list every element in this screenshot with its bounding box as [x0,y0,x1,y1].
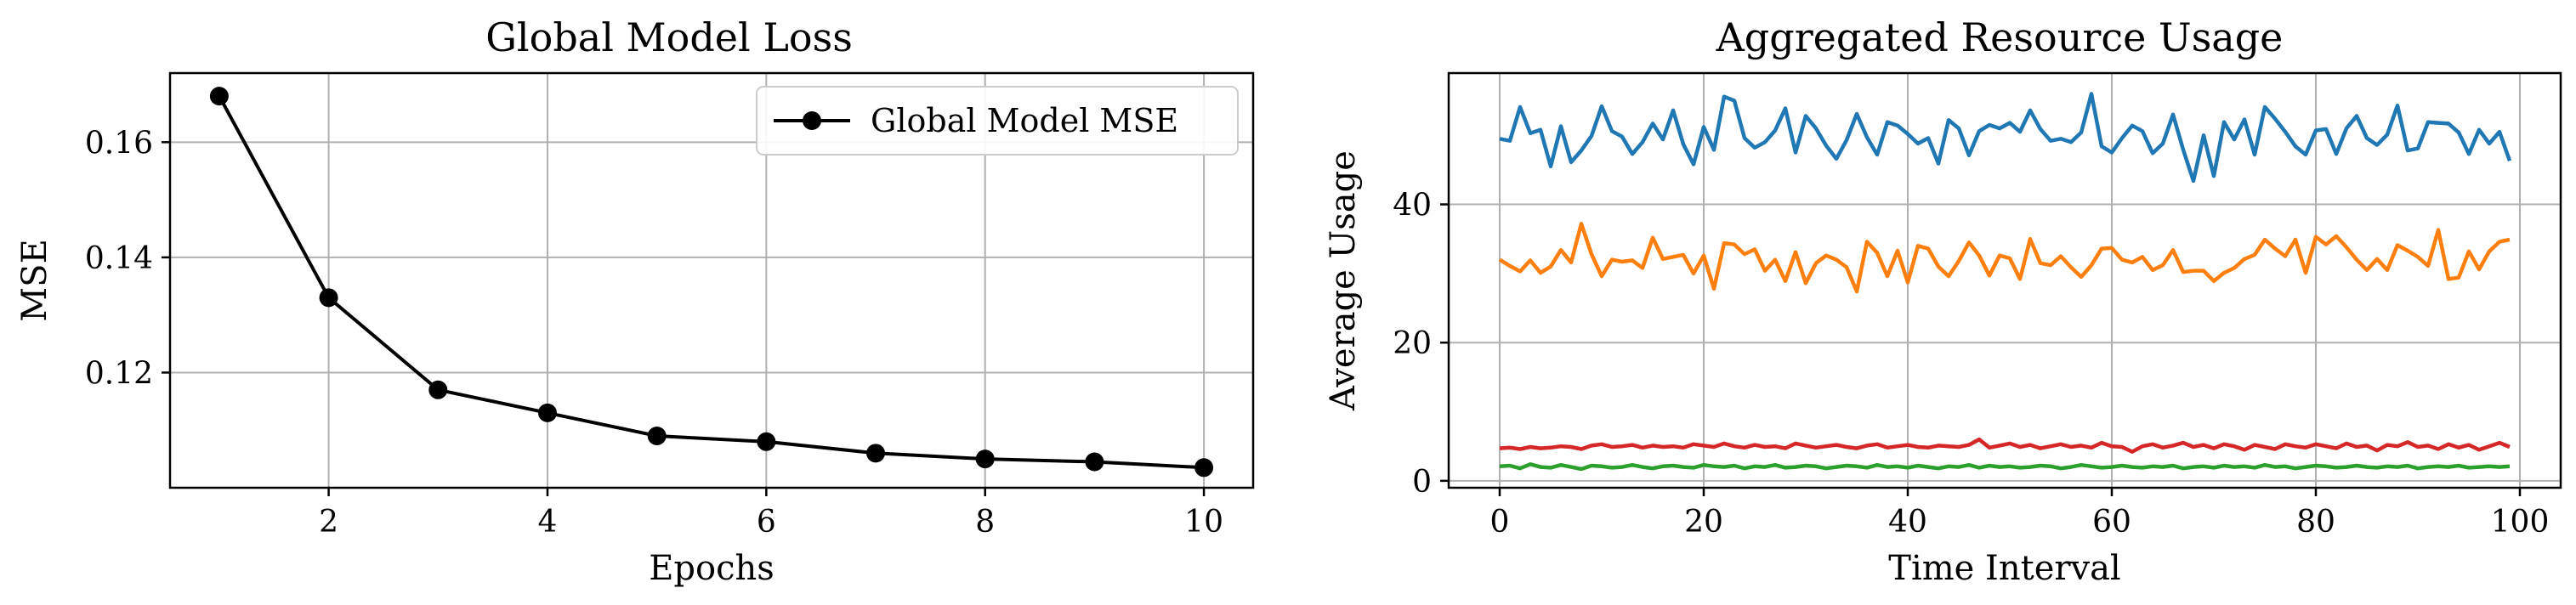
loss-data-point [428,380,448,399]
loss-legend-marker-swatch [803,111,821,130]
loss-data-point [209,87,229,106]
loss-data-point [757,432,776,451]
loss-y-tick-label: 0.12 [85,356,153,391]
loss-y-tick-label: 0.16 [85,126,153,161]
resource-series-line-2 [1498,222,2511,294]
resource-series-line-1 [1499,92,2512,184]
loss-x-tick-label: 10 [1184,505,1223,540]
loss-x-tick-label: 6 [757,505,776,540]
loss-data-point [537,403,557,422]
loss-y-axis-label: MSE [15,239,54,322]
loss-x-axis-label: Epochs [649,549,775,588]
loss-data-point [866,444,886,463]
resource-y-tick-label: 40 [1393,189,1432,223]
resource-plot-frame [1447,71,2562,489]
resource-x-tick-label: 40 [1888,505,1927,540]
resource-y-tick-label: 0 [1412,465,1432,500]
loss-data-point [975,450,995,469]
loss-legend-box [756,86,1239,155]
loss-y-tick-label: 0.14 [85,241,153,276]
loss-data-point [1194,458,1214,478]
resource-y-tick-label: 20 [1393,326,1432,361]
loss-data-point [1085,452,1104,472]
loss-series-line-1 [218,95,1205,470]
loss-data-point [319,288,338,308]
loss-chart-title: Global Model Loss [485,14,853,60]
resource-x-axis-label: Time Interval [1888,549,2120,588]
loss-x-tick-label: 2 [319,505,338,540]
resource-chart: Aggregated Resource Usage 0 20 40 60 80 100 0 2… [1324,14,2562,588]
loss-x-tick-label: 8 [975,505,995,540]
resource-series-line-3 [1499,462,2511,472]
resource-x-tick-label: 80 [2296,505,2335,540]
resource-series-line-4 [1499,437,2511,454]
resource-x-tick-label: 20 [1684,505,1723,540]
resource-chart-title: Aggregated Resource Usage [1716,14,2284,60]
resource-x-tick-label: 60 [2092,505,2131,540]
loss-x-tick-label: 4 [538,505,558,540]
resource-x-tick-label: 0 [1490,505,1510,540]
loss-plot-frame [168,71,1255,489]
loss-legend-label: Global Model MSE [871,102,1178,139]
resource-x-tick-label: 100 [2491,505,2550,540]
loss-chart: Global Model Loss 2 4 6 8 10 0.12 0.14 0.16 Epo… [15,14,1255,588]
resource-y-axis-label: Average Usage [1324,150,1363,411]
loss-data-point [647,427,667,445]
loss-legend: Global Model MSE [756,86,1239,155]
